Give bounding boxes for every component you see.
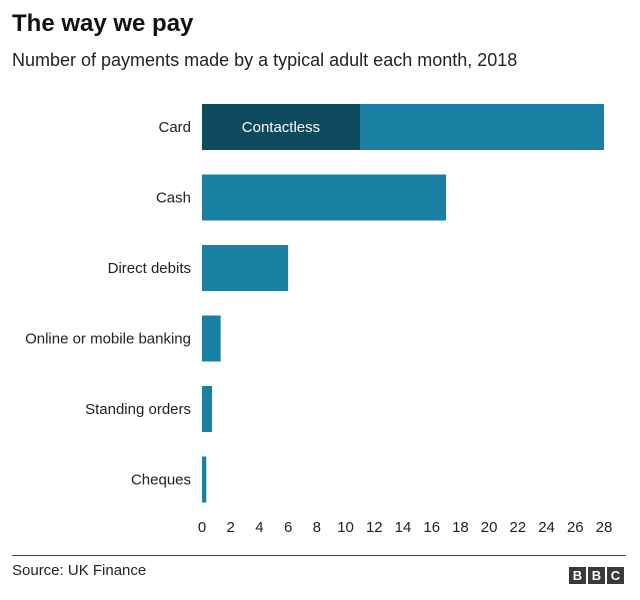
x-tick-label: 8	[313, 519, 321, 536]
footer-divider	[12, 555, 626, 556]
bbc-logo: B B C	[569, 567, 624, 584]
x-tick-label: 20	[481, 519, 498, 536]
bar	[202, 386, 213, 432]
logo-letter: C	[607, 567, 624, 584]
x-tick-label: 22	[510, 519, 527, 536]
x-tick-label: 18	[452, 519, 469, 536]
bar-chart: Card Cash Direct debits Online or mobile ba…	[25, 104, 613, 536]
segment-label: Contactless	[242, 119, 320, 136]
bar	[202, 315, 221, 362]
x-tick-label: 4	[255, 519, 263, 536]
category-label: Card	[158, 119, 191, 136]
x-tick-label: 14	[395, 519, 412, 536]
chart-subtitle: Number of payments made by a typical adu…	[12, 50, 518, 70]
x-tick-label: 6	[284, 519, 292, 536]
source-note: Source: UK Finance	[12, 562, 147, 579]
x-tick-label: 2	[227, 519, 235, 536]
x-tick-label: 28	[596, 519, 613, 536]
x-tick-label: 12	[366, 519, 383, 536]
category-label: Standing orders	[85, 401, 191, 418]
x-tick-label: 16	[423, 519, 440, 536]
category-label: Direct debits	[108, 260, 191, 277]
category-label: Online or mobile banking	[25, 331, 191, 348]
category-label: Cash	[156, 190, 191, 207]
bar	[202, 456, 207, 503]
x-tick-label: 0	[198, 519, 206, 536]
x-tick-label: 24	[538, 519, 555, 536]
bar	[202, 245, 289, 291]
category-label: Cheques	[131, 472, 191, 489]
chart-title: The way we pay	[12, 10, 194, 37]
x-tick-label: 10	[337, 519, 354, 536]
segment-bar	[202, 104, 360, 150]
logo-letter: B	[569, 567, 586, 584]
bar	[202, 174, 447, 221]
logo-letter: B	[588, 567, 605, 584]
x-tick-label: 26	[567, 519, 584, 536]
